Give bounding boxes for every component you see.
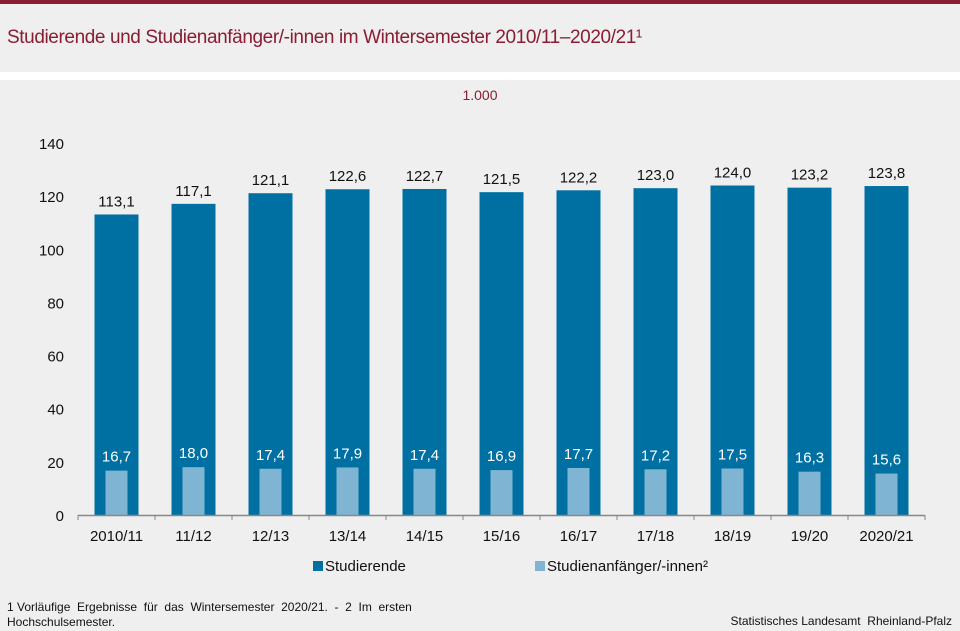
x-tick-label: 2010/11: [90, 528, 143, 545]
data-label-studierende: 123,2: [791, 167, 829, 184]
bar-anfaenger: [875, 473, 898, 515]
chart-title: Studierende und Studienanfänger/-innen i…: [7, 27, 642, 48]
data-label-anfaenger: 17,2: [641, 447, 670, 464]
bar-anfaenger: [413, 468, 436, 515]
bar-anfaenger: [182, 467, 205, 515]
bar-studierende: [710, 185, 755, 515]
legend-swatch-studierende: [313, 561, 323, 571]
data-label-studierende: 122,2: [560, 169, 598, 186]
top-accent-bar: [0, 0, 960, 4]
unit-label: 1.000: [462, 87, 498, 103]
bar-anfaenger: [644, 469, 667, 515]
footnote: 1 Vorläufige Ergebnisse für das Winterse…: [7, 600, 412, 630]
bar-anfaenger: [567, 467, 590, 515]
data-label-studierende: 123,0: [637, 167, 675, 184]
x-tick-label: 18/19: [714, 528, 752, 545]
bar-studierende: [864, 186, 909, 515]
legend-swatch-anfaenger: [535, 561, 545, 571]
y-tick-label: 0: [56, 508, 64, 525]
bar-studierende: [402, 188, 447, 515]
x-tick-label: 19/20: [791, 528, 829, 545]
bar-studierende: [325, 189, 370, 515]
legend-label: Studierende: [325, 558, 406, 575]
x-tick-label: 16/17: [560, 528, 598, 545]
y-tick-label: 140: [39, 136, 64, 153]
footnote-line: Hochschulsemester.: [7, 615, 116, 629]
bar-studierende: [479, 192, 524, 515]
bar-anfaenger: [336, 467, 359, 515]
bar-studierende: [556, 190, 601, 515]
bar-anfaenger: [259, 468, 282, 515]
x-tick-label: 13/14: [329, 528, 367, 545]
data-label-anfaenger: 17,4: [410, 447, 439, 464]
bar-anfaenger: [490, 470, 513, 515]
bar-anfaenger: [798, 471, 821, 515]
data-label-anfaenger: 17,5: [718, 447, 747, 464]
y-tick-label: 120: [39, 189, 64, 206]
data-label-anfaenger: 16,7: [102, 449, 131, 466]
y-tick-label: 60: [47, 349, 64, 366]
bar-studierende: [787, 187, 832, 515]
data-label-anfaenger: 16,3: [795, 450, 824, 467]
data-label-studierende: 117,1: [175, 183, 211, 200]
y-tick-label: 20: [47, 455, 64, 472]
bar-anfaenger: [105, 470, 128, 515]
data-label-studierende: 113,1: [98, 193, 134, 210]
x-tick-label: 17/18: [637, 528, 675, 545]
data-label-studierende: 122,6: [329, 168, 367, 185]
data-label-anfaenger: 16,9: [487, 448, 516, 465]
x-tick-label: 2020/21: [859, 528, 913, 545]
bar-anfaenger: [721, 468, 744, 515]
x-tick-label: 14/15: [406, 528, 444, 545]
header-divider: [0, 72, 960, 80]
x-tick-label: 15/16: [483, 528, 521, 545]
y-tick-label: 80: [47, 295, 64, 312]
data-label-anfaenger: 18,0: [179, 445, 208, 462]
x-tick-label: 12/13: [252, 528, 290, 545]
footnote-line: 1 Vorläufige Ergebnisse für das Winterse…: [7, 600, 412, 614]
bar-studierende: [248, 193, 293, 515]
data-label-studierende: 121,1: [252, 172, 290, 189]
data-label-anfaenger: 15,6: [872, 452, 901, 469]
data-label-anfaenger: 17,7: [564, 446, 593, 463]
bar-studierende: [94, 214, 139, 515]
y-tick-label: 40: [47, 402, 64, 419]
data-label-studierende: 123,8: [868, 165, 906, 182]
data-label-studierende: 124,0: [714, 165, 752, 182]
legend-label: Studienanfänger/-innen²: [547, 558, 708, 575]
data-label-studierende: 122,7: [406, 168, 444, 185]
data-label-anfaenger: 17,4: [256, 447, 285, 464]
y-tick-label: 100: [39, 242, 64, 259]
bar-studierende: [171, 203, 216, 515]
bar-studierende: [633, 188, 678, 515]
data-label-studierende: 121,5: [483, 171, 521, 188]
legend-item-studierende: Studierende: [313, 558, 406, 575]
x-tick-label: 11/12: [175, 528, 211, 545]
legend-item-anfaenger: Studienanfänger/-innen²: [535, 558, 708, 575]
source-label: Statistisches Landesamt Rheinland-Pfalz: [730, 614, 952, 628]
data-label-anfaenger: 17,9: [333, 445, 362, 462]
